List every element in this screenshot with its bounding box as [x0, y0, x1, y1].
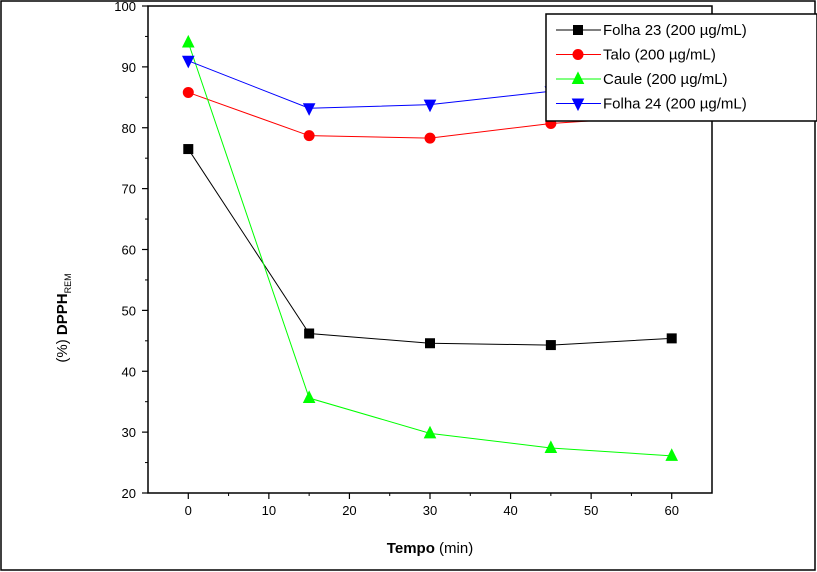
data-point-2-0 — [181, 34, 195, 48]
x-tick-label-0: 0 — [185, 503, 192, 518]
x-tick-label-4: 40 — [503, 503, 517, 518]
y-tick-label-2: 40 — [122, 364, 136, 379]
data-point-2-4 — [665, 448, 679, 461]
y-tick-label-3: 50 — [122, 303, 136, 318]
y-tick-label-4: 60 — [122, 243, 136, 258]
legend-entry-2: Caule (200 µg/mL) — [556, 71, 728, 88]
data-point-0-3 — [545, 340, 556, 351]
y-tick-label-1: 30 — [122, 425, 136, 440]
series-2 — [181, 34, 679, 461]
data-point-3-2 — [423, 99, 437, 113]
x-axis-title-bold: Tempo — [387, 540, 435, 557]
y-tick-label-6: 80 — [122, 121, 136, 136]
legend-entry-1: Talo (200 µg/mL) — [556, 47, 716, 64]
data-point-1-0 — [182, 86, 194, 98]
y-tick-label-7: 90 — [122, 60, 136, 75]
data-point-1-1 — [303, 130, 315, 142]
data-point-2-1 — [302, 390, 316, 404]
legend-label-2: Caule (200 µg/mL) — [603, 71, 728, 88]
x-axis-title: Tempo (min) — [387, 540, 473, 557]
y-tick-label-5: 70 — [122, 182, 136, 197]
data-point-0-0 — [183, 144, 194, 155]
y-axis-title-bold: DPPH — [54, 293, 71, 335]
legend: Folha 23 (200 µg/mL) Talo (200 µg/mL) Caul… — [545, 13, 817, 122]
data-point-0-1 — [304, 328, 315, 339]
x-tick-label-6: 60 — [664, 503, 678, 518]
y-tick-label-0: 20 — [122, 486, 136, 501]
y-axis-title-subscript: REM — [63, 273, 73, 293]
series-0 — [183, 144, 677, 351]
x-tick-label-2: 20 — [342, 503, 356, 518]
data-point-2-2 — [423, 425, 437, 439]
data-point-3-1 — [302, 103, 316, 116]
legend-marker-2 — [571, 71, 585, 84]
x-tick-label-3: 30 — [423, 503, 437, 518]
x-tick-label-1: 10 — [262, 503, 276, 518]
legend-label-0: Folha 23 (200 µg/mL) — [603, 22, 747, 39]
data-point-0-2 — [425, 338, 435, 349]
series-line-0 — [187, 148, 672, 346]
y-axis-title-prefix: (%) — [54, 335, 71, 363]
data-point-1-2 — [424, 132, 436, 144]
x-tick-label-5: 50 — [584, 503, 598, 518]
legend-marker-3 — [571, 98, 585, 112]
axis-ticks: 0 10 20 30 40 50 60 20 30 40 50 60 70 80 90 100 — [114, 0, 679, 518]
legend-entry-0: Folha 23 (200 µg/mL) — [556, 22, 747, 39]
y-tick-label-8: 100 — [114, 0, 136, 14]
y-axis-title: (%) DPPHREM — [54, 273, 73, 362]
legend-marker-1 — [572, 49, 584, 60]
x-axis-title-unit: (min) — [435, 540, 473, 557]
legend-entry-3: Folha 24 (200 µg/mL) — [556, 96, 747, 113]
legend-label-3: Folha 24 (200 µg/mL) — [603, 96, 747, 113]
legend-marker-0 — [573, 25, 583, 35]
legend-label-1: Talo (200 µg/mL) — [603, 47, 716, 64]
data-point-2-3 — [544, 440, 558, 453]
data-point-3-0 — [181, 55, 195, 69]
data-point-0-4 — [666, 333, 677, 344]
